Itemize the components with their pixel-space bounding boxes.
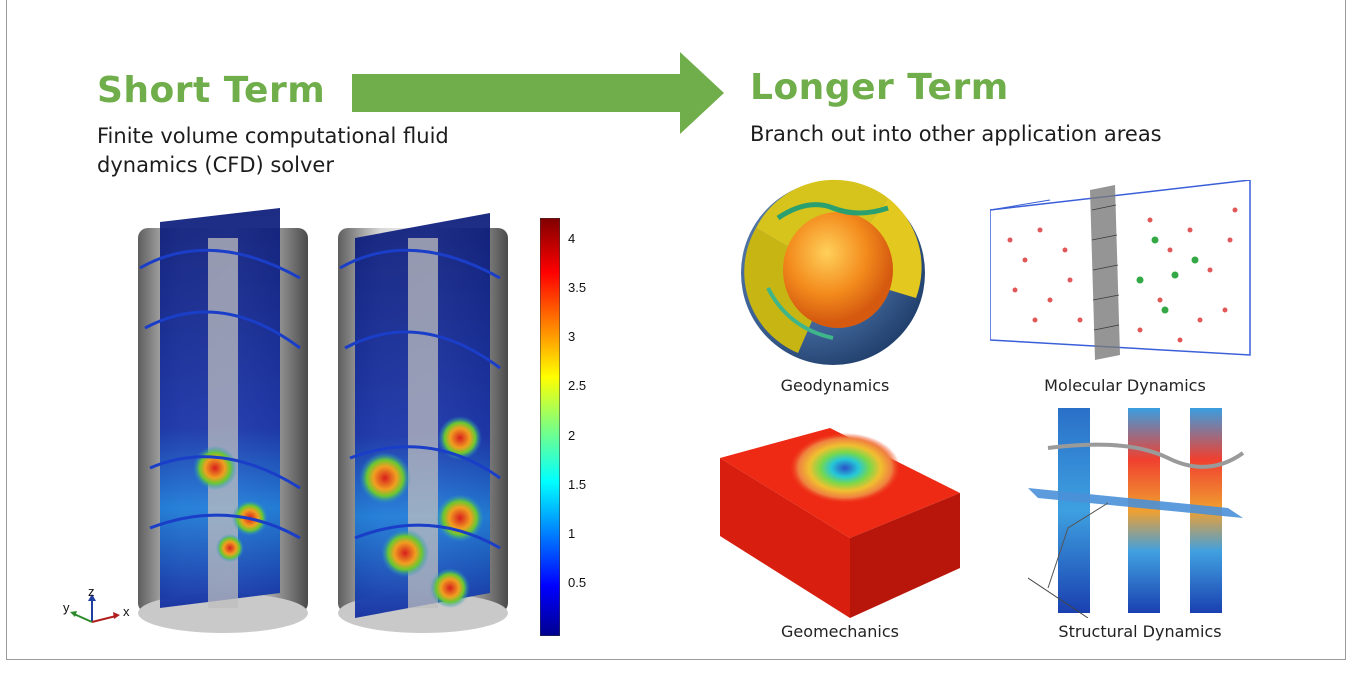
colorbar-tick: 4 xyxy=(568,231,576,246)
short-term-heading: Short Term xyxy=(97,70,326,111)
molecular-dynamics-image xyxy=(990,180,1251,360)
axis-label-x: x xyxy=(123,604,130,619)
geomechanics-image xyxy=(720,428,960,618)
caption-geomechanics: Geomechanics xyxy=(781,622,899,641)
slide-frame xyxy=(6,0,1346,660)
short-term-subtitle-line1: Finite volume computational fluid xyxy=(97,124,449,148)
colorbar-tick: 1 xyxy=(568,526,576,541)
caption-geodynamics: Geodynamics xyxy=(780,376,890,395)
geodynamics-image xyxy=(741,179,925,365)
short-term-subtitle-line2: dynamics (CFD) solver xyxy=(97,153,334,177)
axis-label-z: z xyxy=(88,584,95,599)
colorbar-tick: 3.5 xyxy=(568,280,587,295)
structural-dynamics-image xyxy=(1028,408,1245,618)
colorbar-tick: 2.5 xyxy=(568,378,587,393)
colorbar-tick: 1.5 xyxy=(568,477,587,492)
cfd-cylinders-image xyxy=(138,208,508,633)
longer-term-heading: Longer Term xyxy=(750,67,1009,108)
longer-term-subtitle: Branch out into other application areas xyxy=(750,122,1162,146)
right-arrow-icon xyxy=(352,52,724,134)
caption-structural-dynamics: Structural Dynamics xyxy=(1058,622,1222,641)
colorbar-tick: 0.5 xyxy=(568,575,587,590)
axes-triad-icon xyxy=(70,594,120,623)
colorbar xyxy=(540,218,560,636)
colorbar-tick: 2 xyxy=(568,428,576,443)
caption-molecular-dynamics: Molecular Dynamics xyxy=(1044,376,1206,395)
colorbar-tick: 3 xyxy=(568,329,576,344)
axis-label-y: y xyxy=(63,600,70,615)
